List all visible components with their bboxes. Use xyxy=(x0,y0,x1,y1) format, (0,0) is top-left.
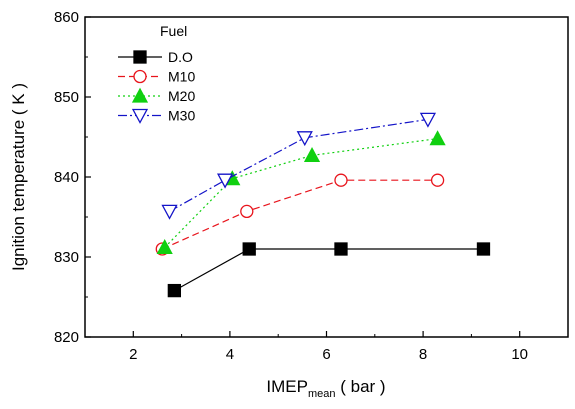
y-tick-label: 820 xyxy=(54,329,79,346)
x-axis-ticks: 2 4 6 8 10 xyxy=(129,331,528,363)
series-M30 xyxy=(161,112,437,220)
x-tick-label: 2 xyxy=(129,346,137,363)
x-axis-title-sub: mean xyxy=(308,388,336,400)
series-line xyxy=(169,118,429,212)
series-line xyxy=(174,248,484,292)
data-point xyxy=(334,242,348,256)
series-M20 xyxy=(156,130,446,255)
data-point xyxy=(429,130,446,146)
plot-frame xyxy=(84,16,569,338)
x-axis-title: IMEPmean ( bar ) xyxy=(266,377,385,400)
data-point xyxy=(216,173,234,189)
x-tick-label: 8 xyxy=(419,346,427,363)
data-point xyxy=(167,283,182,298)
data-point xyxy=(240,204,254,219)
legend-label: D.O xyxy=(168,49,193,65)
y-tick-label: 830 xyxy=(54,249,79,266)
legend-label: M20 xyxy=(168,88,195,104)
legend-title: Fuel xyxy=(160,23,187,39)
series-line xyxy=(162,179,438,250)
data-point xyxy=(296,131,313,147)
legend-marker xyxy=(133,69,147,84)
series-layer xyxy=(155,112,491,298)
data-point xyxy=(161,204,178,220)
x-tick-label: 4 xyxy=(226,346,234,363)
data-point xyxy=(476,242,491,256)
series-M10 xyxy=(155,173,445,256)
data-point xyxy=(430,173,445,187)
legend-marker xyxy=(131,87,149,103)
legend: Fuel D.O M10 M20 M30 xyxy=(118,23,195,124)
legend-marker xyxy=(131,108,149,124)
data-point xyxy=(334,173,348,187)
y-tick-label: 840 xyxy=(54,169,79,186)
series-D.O xyxy=(167,242,491,298)
data-point xyxy=(419,112,437,128)
x-axis-title-unit: ( bar ) xyxy=(336,377,386,396)
x-axis-title-main: IMEP xyxy=(266,377,308,396)
legend-label: M10 xyxy=(168,69,195,85)
x-tick-label: 10 xyxy=(511,346,528,363)
legend-marker xyxy=(133,50,147,64)
legend-label: M30 xyxy=(168,108,195,124)
y-tick-label: 850 xyxy=(54,89,79,106)
y-axis-title: Ignition temperature ( K ) xyxy=(9,83,28,271)
data-point xyxy=(303,147,321,163)
x-tick-label: 6 xyxy=(322,346,330,363)
y-tick-label: 860 xyxy=(54,9,79,26)
data-point xyxy=(242,242,256,256)
y-axis-ticks: 820 830 840 850 860 xyxy=(54,9,91,346)
data-point xyxy=(156,239,173,255)
